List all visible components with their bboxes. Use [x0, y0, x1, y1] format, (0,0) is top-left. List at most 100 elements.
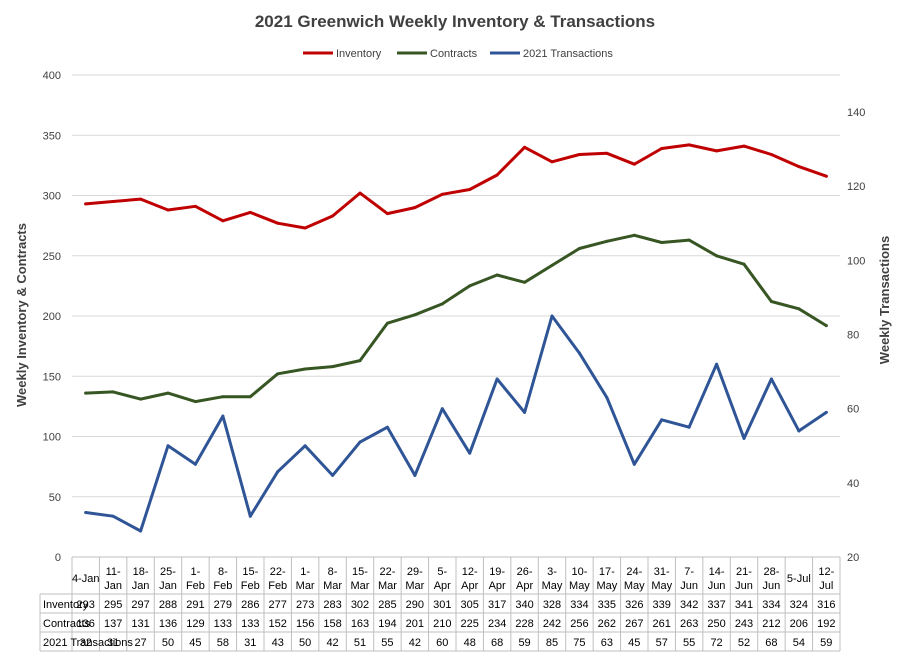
x-category-label-line: Mar	[296, 580, 315, 592]
table-cell: 57	[656, 637, 668, 649]
data-point	[523, 145, 527, 149]
x-category-label: 4-Jan	[72, 573, 100, 585]
data-point	[797, 429, 801, 433]
x-category-label-line: Apr	[461, 580, 478, 592]
legend-label: Inventory	[336, 48, 382, 60]
data-point	[742, 144, 746, 148]
data-point	[111, 390, 115, 394]
data-point	[523, 410, 527, 414]
data-point	[276, 470, 280, 474]
table-cell: 342	[680, 599, 698, 611]
table-cell: 261	[653, 618, 671, 630]
table-cell: 136	[159, 618, 177, 630]
table-cell: 31	[107, 637, 119, 649]
table-cell: 72	[710, 637, 722, 649]
table-cell: 263	[680, 618, 698, 630]
table-cell: 206	[790, 618, 808, 630]
data-point	[248, 210, 252, 214]
x-category-label: 26- Apr	[516, 566, 533, 592]
data-point	[468, 284, 472, 288]
data-point	[84, 391, 88, 395]
table-cell: 59	[820, 637, 832, 649]
x-category-label: 29- Mar	[405, 566, 424, 592]
x-category-label: 19- Apr	[489, 566, 506, 592]
x-category-label-line: 8-	[328, 566, 338, 578]
table-cell: 228	[515, 618, 533, 630]
x-category-label-line: 22-	[270, 566, 286, 578]
x-category-label: 24- May	[624, 566, 645, 592]
data-point	[577, 351, 581, 355]
legend: Inventory Contracts 2021 Transactions	[303, 48, 613, 60]
y-left-tick-label: 0	[55, 552, 61, 564]
table-cell: 242	[543, 618, 561, 630]
data-point	[769, 377, 773, 381]
x-category-label-line: 15-	[352, 566, 368, 578]
data-point	[84, 202, 88, 206]
x-category-label: 17- May	[596, 566, 617, 592]
data-point	[797, 307, 801, 311]
table-cell: 250	[707, 618, 725, 630]
data-point	[385, 212, 389, 216]
table-cell: 324	[790, 599, 808, 611]
left-axis-ticks: 0 50 100 150 200 250 300 350 400	[43, 70, 61, 564]
data-point	[193, 204, 197, 208]
table-cell: 295	[104, 599, 122, 611]
data-point	[715, 254, 719, 258]
x-category-label-line: Jan	[104, 580, 122, 592]
table-cell: 302	[351, 599, 369, 611]
x-category-label: 8- Mar	[323, 566, 342, 592]
data-point	[550, 314, 554, 318]
x-category-label-line: 17-	[599, 566, 615, 578]
table-cell: 50	[162, 637, 174, 649]
table-cell: 63	[601, 637, 613, 649]
x-category-label-line: Feb	[268, 580, 287, 592]
x-category-label: 3- May	[542, 566, 563, 592]
x-category-label-line: Feb	[186, 580, 205, 592]
data-point	[303, 444, 307, 448]
x-category-label-line: 28-	[763, 566, 779, 578]
data-point	[303, 226, 307, 230]
x-category-label-line: Mar	[351, 580, 370, 592]
x-category-label-line: Apr	[516, 580, 533, 592]
data-point	[468, 187, 472, 191]
y-right-tick-label: 60	[847, 404, 859, 416]
data-point	[303, 367, 307, 371]
table-cell: 192	[817, 618, 835, 630]
data-point	[111, 514, 115, 518]
x-category-label-line: Jun	[708, 580, 726, 592]
data-point	[331, 365, 335, 369]
table-cell: 279	[214, 599, 232, 611]
data-point	[84, 511, 88, 515]
x-category-label: 28- Jun	[763, 566, 781, 592]
x-category-label-line: 21-	[736, 566, 752, 578]
table-cell: 156	[296, 618, 314, 630]
data-point	[523, 280, 527, 284]
data-point	[139, 197, 143, 201]
y-left-tick-label: 250	[43, 251, 61, 263]
x-category-label: 5- Apr	[434, 566, 451, 592]
table-cell: 42	[409, 637, 421, 649]
x-category-label-line: Jun	[763, 580, 781, 592]
x-category-label-line: 26-	[517, 566, 533, 578]
x-category-label: 12- Apr	[461, 566, 478, 592]
table-cell: 293	[77, 599, 95, 611]
table-cell: 277	[269, 599, 287, 611]
data-point	[660, 240, 664, 244]
table-cell: 288	[159, 599, 177, 611]
x-category-label-line: Jan	[132, 580, 150, 592]
x-category-label-line: Jun	[680, 580, 698, 592]
data-point	[221, 219, 225, 223]
data-point	[440, 407, 444, 411]
data-point	[139, 397, 143, 401]
table-cell: 316	[817, 599, 835, 611]
table-cell: 339	[653, 599, 671, 611]
table-cell: 225	[461, 618, 479, 630]
x-category-label: 31- May	[651, 566, 672, 592]
data-point	[276, 221, 280, 225]
data-point	[769, 300, 773, 304]
table-cell: 210	[433, 618, 451, 630]
data-point	[276, 372, 280, 376]
table-cell: 234	[488, 618, 506, 630]
